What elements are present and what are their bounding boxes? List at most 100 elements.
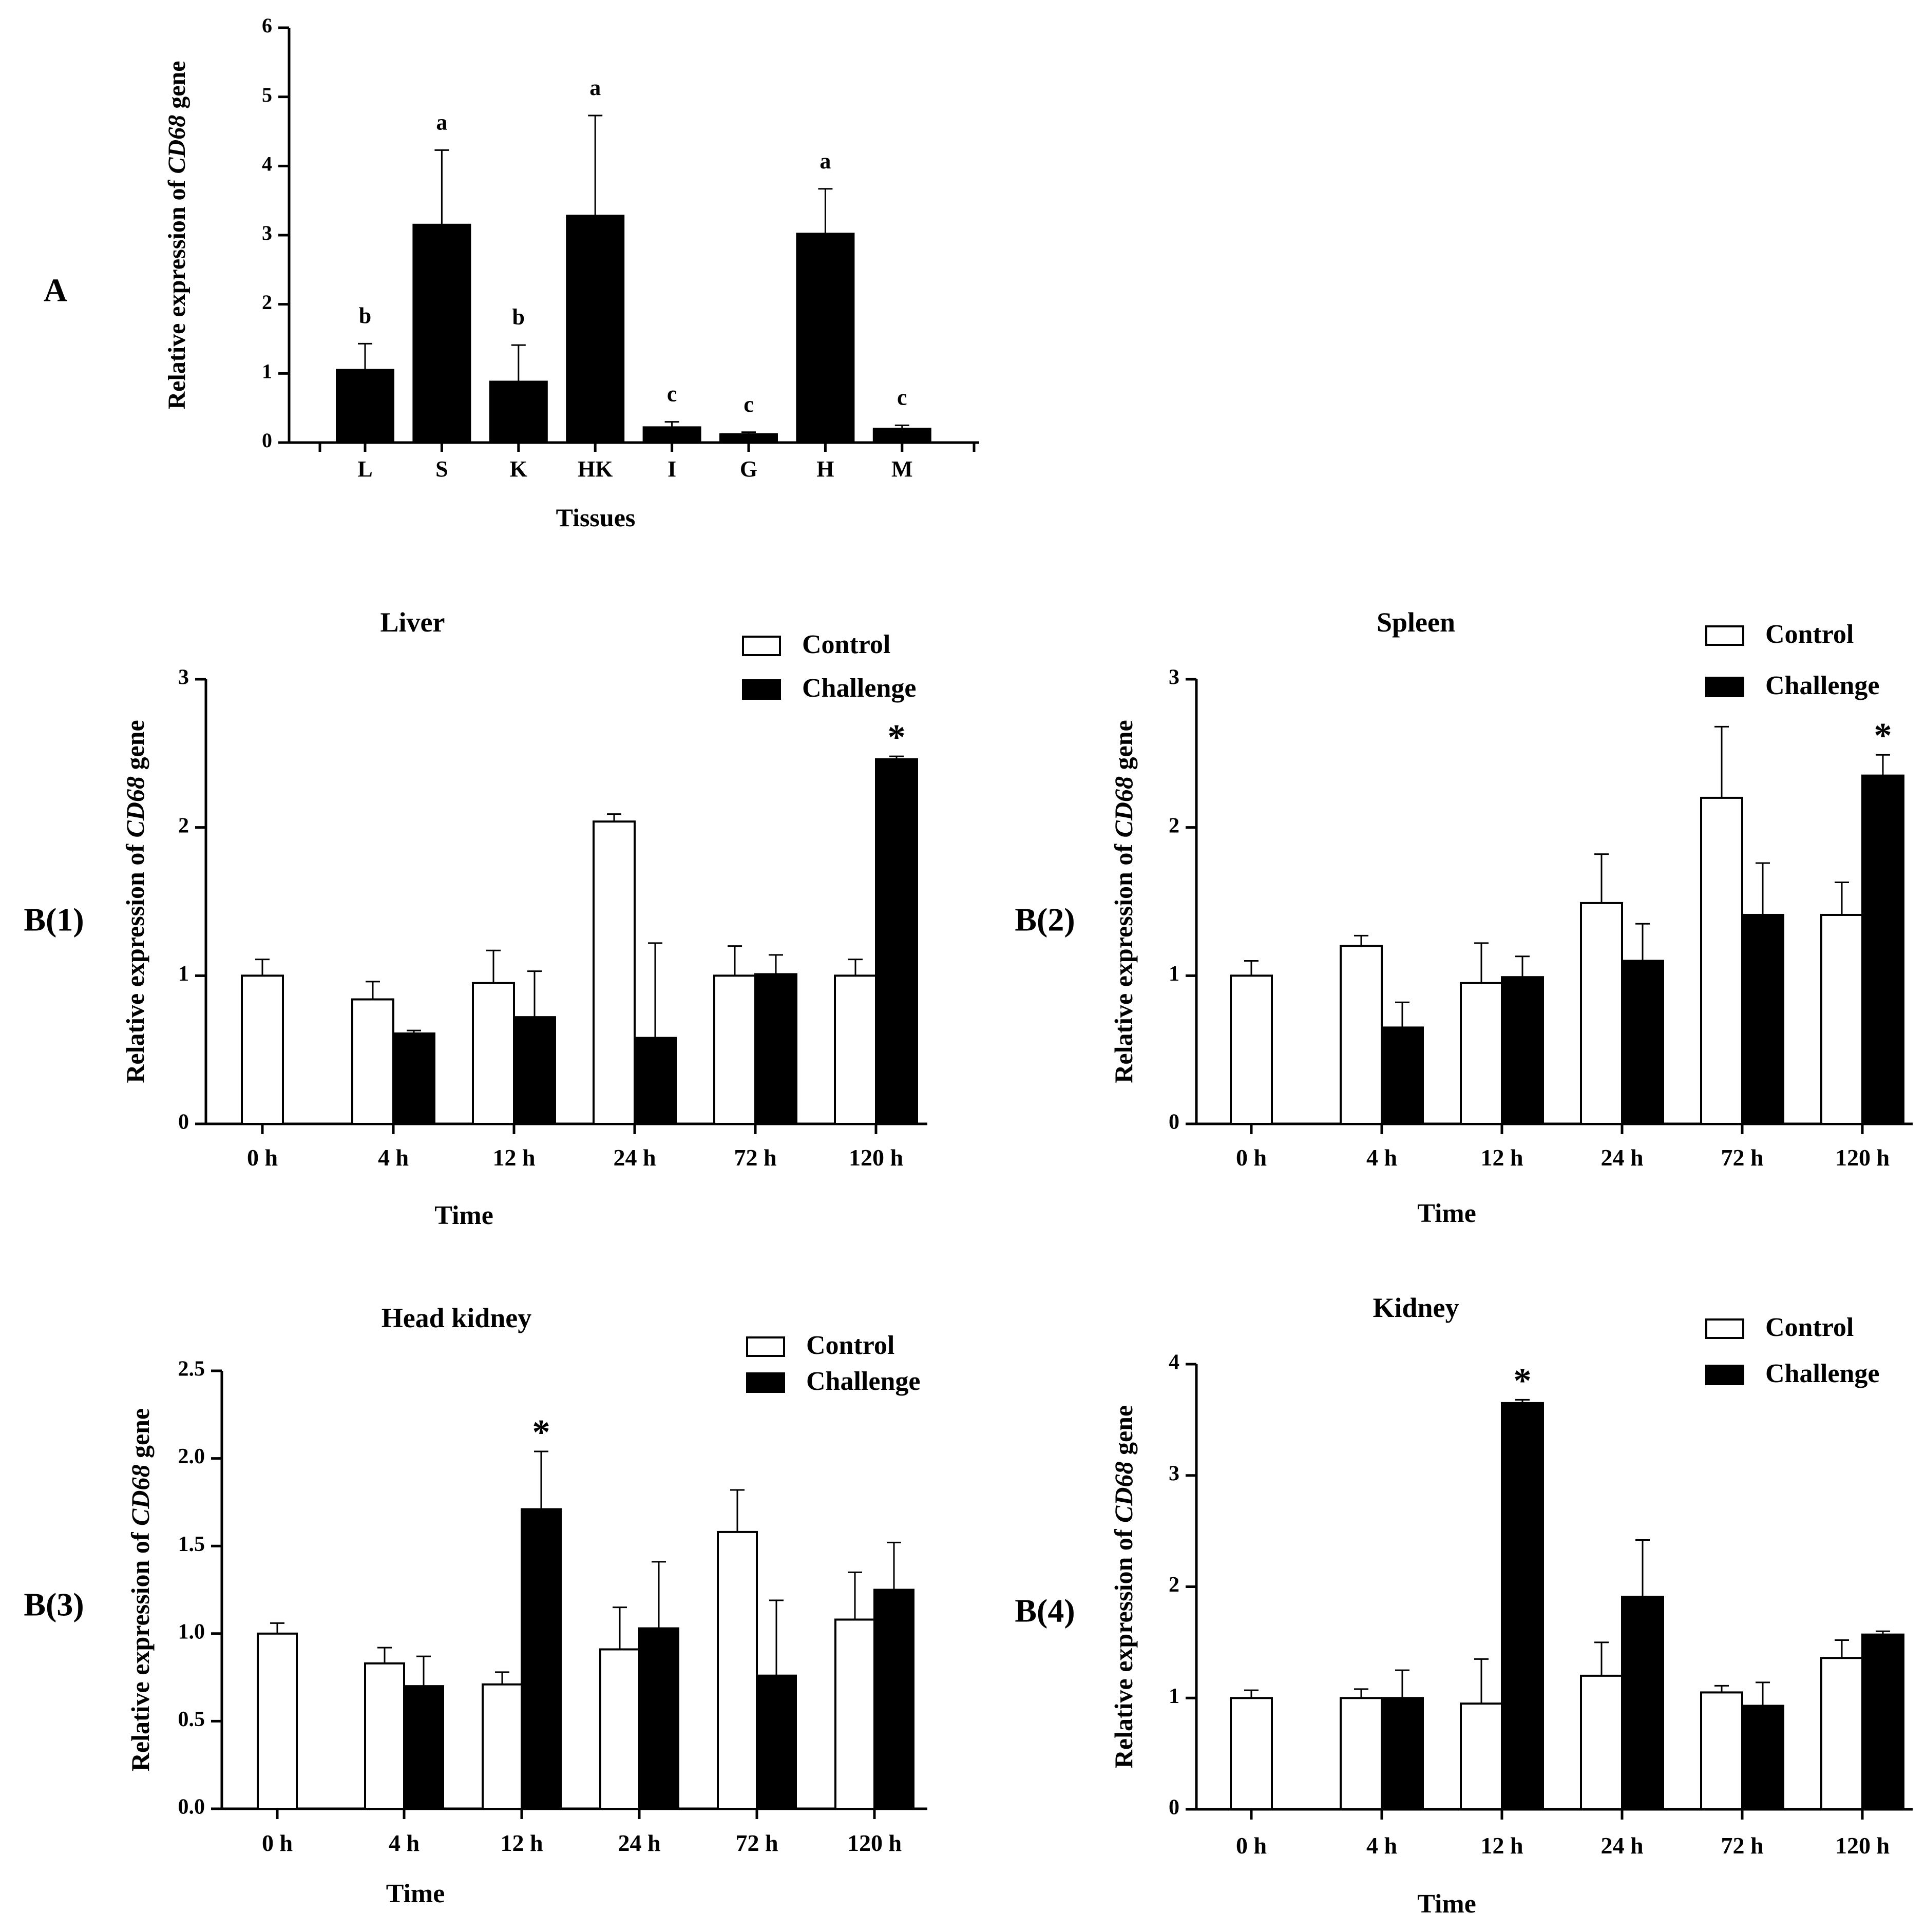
bar: [872, 428, 931, 444]
bar: [719, 433, 778, 444]
significance-asterisk: *: [1514, 1361, 1532, 1401]
x-tick-label: I: [668, 456, 676, 482]
y-axis-label-gene: CD68: [1109, 1462, 1138, 1523]
legend-swatch-challenge: [1705, 677, 1744, 697]
legend-label: Challenge: [806, 1367, 920, 1396]
y-axis-label-suffix: gene: [1109, 1405, 1138, 1462]
bar-challenge: [403, 1685, 444, 1810]
bar: [336, 369, 394, 444]
legend-label: Control: [1765, 1313, 1854, 1342]
y-axis-label-gene: CD68: [1109, 776, 1138, 837]
x-tick-label: 4 h: [378, 1144, 409, 1171]
y-tick-label: 2: [1169, 1573, 1179, 1597]
y-tick-label: 1: [178, 962, 189, 986]
chart-B4: B(4) Kidney 0 1 2 3 4 Relative expression of CD…: [1015, 1292, 1913, 1919]
x-tick-label: M: [891, 456, 913, 482]
x-tick-label: 12 h: [1480, 1832, 1523, 1859]
x-tick-label: HK: [578, 456, 613, 482]
y-axis-label-prefix: Relative expression of: [1109, 1523, 1138, 1768]
legend-label: Challenge: [1765, 671, 1879, 700]
y-tick-label: 2.5: [178, 1357, 205, 1381]
x-tick-label: 0 h: [247, 1144, 278, 1171]
bar-control: [599, 1648, 640, 1810]
x-tick-label: 72 h: [1721, 1144, 1763, 1171]
legend-swatch-control: [746, 1336, 785, 1357]
bar: [642, 426, 701, 444]
x-tick-label: 120 h: [1835, 1144, 1890, 1171]
bar-challenge: [1381, 1697, 1424, 1810]
bar-control: [1820, 913, 1863, 1125]
bar-challenge: [875, 758, 918, 1125]
y-axis-label-suffix: gene: [1109, 720, 1138, 776]
bar-control: [1460, 1703, 1503, 1810]
y-tick-label: 3: [262, 221, 272, 244]
y-tick-label: 3: [178, 666, 189, 690]
bar-control: [1700, 1691, 1743, 1811]
legend: Control Challenge: [1705, 1313, 1879, 1388]
y-axis-label: Relative expression of CD68 gene: [121, 720, 149, 1083]
y-axis-label-prefix: Relative expression of: [121, 837, 149, 1083]
bar-challenge: [638, 1627, 679, 1810]
significance-letter: b: [512, 304, 525, 330]
y-axis-label: Relative expression of CD68 gene: [126, 1408, 155, 1771]
y-tick-label: 0.0: [178, 1795, 205, 1819]
significance-letter: a: [589, 75, 601, 100]
y-axis-label: Relative expression of CD68 gene: [1109, 1405, 1138, 1768]
legend: Control Challenge: [746, 1331, 920, 1396]
bar-control: [1580, 902, 1623, 1125]
bar-challenge: [1381, 1026, 1424, 1125]
bar-control: [1700, 796, 1743, 1125]
y-tick-label: 6: [262, 14, 272, 37]
y-axis-label-prefix: Relative expression of: [126, 1526, 155, 1771]
y-tick-label: 0: [1169, 1111, 1179, 1134]
bar-control: [364, 1662, 405, 1810]
legend-swatch-control: [1705, 1318, 1744, 1339]
chart-title: Spleen: [1377, 607, 1455, 638]
chart-B3: B(3) Head kidney 0.0 0.5 1.0 1.5 2.0 2.5 Relativ…: [24, 1303, 927, 1908]
chart-B2: B(2) Spleen 0 1 2 3 Relative expression of CD6…: [1015, 607, 1913, 1228]
legend-label: Control: [1765, 620, 1854, 649]
bar-challenge: [1501, 976, 1544, 1125]
bar-challenge: [1861, 1633, 1904, 1810]
x-tick-label: S: [435, 456, 448, 482]
x-tick-label: 4 h: [1366, 1144, 1397, 1171]
bar-control: [257, 1632, 298, 1810]
x-tick-label: 12 h: [492, 1144, 535, 1171]
significance-letter: c: [667, 381, 677, 407]
x-tick-label: 24 h: [618, 1830, 660, 1856]
panel-label: B(2): [1015, 902, 1075, 938]
x-tick-label: 0 h: [1236, 1832, 1267, 1859]
bar-control: [1820, 1657, 1863, 1810]
bar-control: [1340, 1697, 1383, 1810]
significance-letter: a: [436, 109, 447, 135]
y-axis-label-gene: CD68: [121, 776, 149, 837]
x-tick-label: 24 h: [1600, 1832, 1643, 1859]
x-tick-label: 12 h: [500, 1830, 543, 1856]
bar-challenge: [1741, 1705, 1784, 1811]
bar-challenge: [513, 1016, 556, 1125]
chart-title: Kidney: [1373, 1292, 1459, 1323]
x-tick-label: 0 h: [262, 1830, 293, 1856]
x-tick-label: 4 h: [1366, 1832, 1397, 1859]
bar-challenge: [521, 1508, 562, 1810]
y-axis-label-suffix: gene: [163, 61, 190, 114]
significance-asterisk: *: [888, 718, 906, 757]
bar-challenge: [634, 1037, 677, 1125]
chart-title: Liver: [380, 607, 445, 638]
bar-control: [351, 998, 394, 1125]
bar-control: [593, 820, 636, 1125]
panel-label: B(3): [24, 1586, 84, 1623]
legend-label: Control: [802, 630, 890, 659]
y-axis-label-gene: CD68: [126, 1465, 155, 1526]
x-tick-label: 120 h: [847, 1830, 902, 1856]
y-tick-label: 0: [178, 1111, 189, 1134]
x-tick-label: 24 h: [613, 1144, 656, 1171]
y-tick-label: 4: [262, 152, 272, 176]
y-axis-label: Relative expression of CD68 gene: [1109, 720, 1138, 1083]
panel-label: B(4): [1015, 1593, 1075, 1629]
x-tick-label: G: [740, 456, 757, 482]
legend-swatch-challenge: [746, 1372, 785, 1393]
bar-control: [834, 974, 877, 1125]
bar-challenge: [754, 973, 797, 1125]
